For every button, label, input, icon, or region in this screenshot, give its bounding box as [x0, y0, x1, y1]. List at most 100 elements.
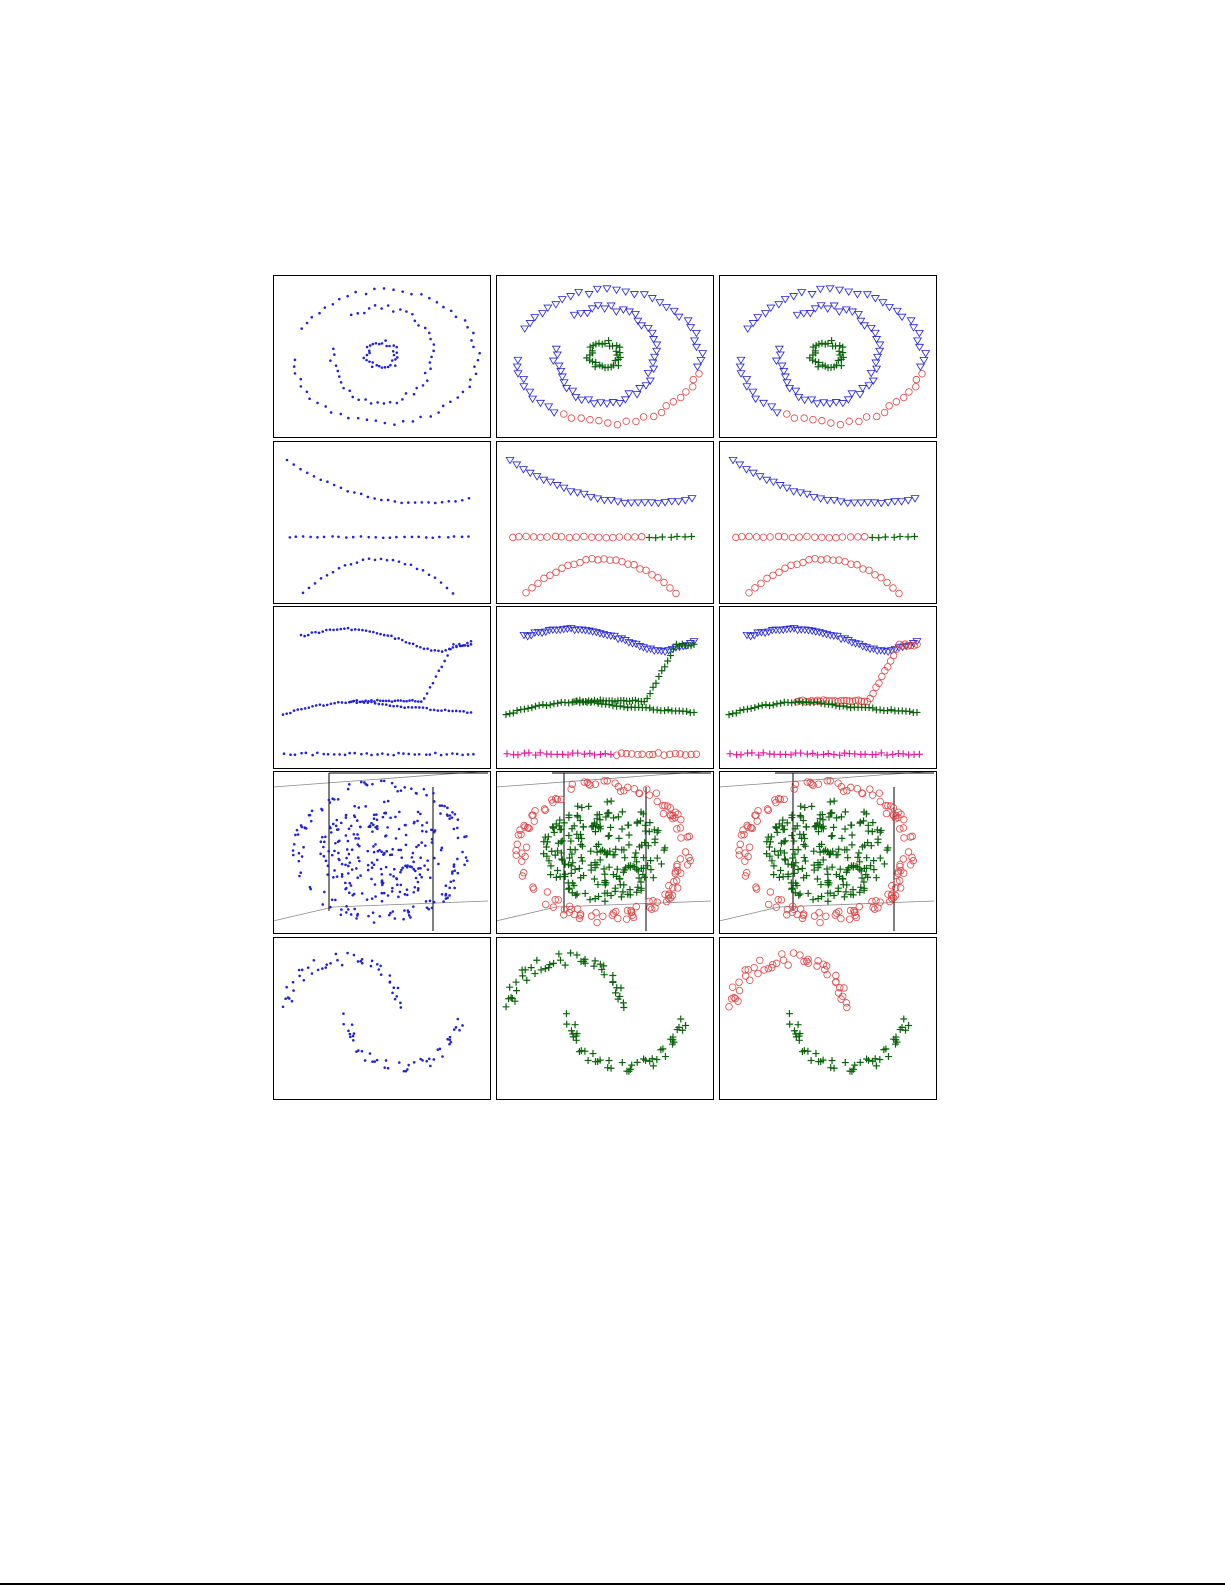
point-circle — [522, 589, 530, 597]
point-dot — [329, 359, 332, 362]
point-plus — [811, 823, 819, 831]
point-tri — [680, 497, 690, 505]
point-circle — [557, 533, 566, 541]
point-dot — [365, 353, 369, 357]
point-dot — [339, 381, 343, 384]
point-plus — [601, 339, 609, 347]
point-dot — [322, 752, 326, 756]
point-dot — [316, 536, 319, 539]
point-dot — [337, 535, 340, 539]
point-circle — [790, 785, 798, 793]
point-dot — [306, 633, 310, 637]
point-circle — [818, 533, 826, 542]
point-plus — [574, 802, 582, 810]
point-plus — [652, 534, 660, 542]
point-tri — [589, 400, 599, 408]
point-circle — [852, 913, 861, 922]
point-dot — [343, 563, 347, 567]
point-plus — [603, 849, 611, 857]
point-circle — [821, 965, 829, 974]
point-plus — [771, 847, 779, 855]
point-dot — [382, 800, 386, 804]
point-plus — [573, 951, 581, 959]
point-dot — [444, 648, 447, 652]
point-circle — [549, 798, 557, 807]
point-dot — [309, 535, 312, 539]
point-tri — [648, 359, 658, 367]
point-circle — [772, 959, 781, 968]
point-circle — [669, 811, 677, 820]
point-plus — [792, 859, 800, 867]
point-circle — [777, 896, 786, 904]
point-dot — [333, 869, 336, 872]
point-dot — [319, 478, 323, 482]
point-circle — [515, 533, 523, 541]
point-plus — [841, 808, 849, 816]
point-dot — [432, 800, 436, 803]
point-dot — [408, 699, 411, 702]
point-dot — [299, 377, 303, 381]
point-dot — [373, 558, 377, 562]
point-dot — [344, 834, 348, 837]
point-dot — [419, 856, 422, 859]
point-dot — [466, 641, 469, 645]
point-plus — [620, 881, 628, 889]
point-circle — [908, 853, 916, 862]
point-dot — [404, 833, 408, 837]
point-dot — [423, 864, 426, 867]
point-circle — [904, 848, 913, 856]
point-tri — [792, 311, 802, 320]
point-tri — [823, 305, 833, 313]
point-dot — [357, 628, 361, 631]
point-dot — [391, 310, 395, 313]
point-tri — [766, 304, 776, 313]
point-plus — [856, 1058, 864, 1066]
point-plus — [855, 849, 863, 857]
point-plus — [791, 698, 799, 706]
point-dot — [356, 914, 359, 917]
point-circle — [509, 533, 517, 542]
point-circle — [522, 532, 530, 541]
point-dot — [394, 815, 397, 819]
point-dot — [381, 702, 384, 706]
point-dot — [326, 864, 330, 868]
point-plus — [670, 645, 678, 653]
point-plus — [794, 846, 802, 854]
point-plus — [839, 702, 847, 710]
point-dot — [408, 641, 411, 645]
point-dot — [442, 305, 445, 309]
point-dot — [425, 692, 429, 695]
point-tri — [825, 285, 835, 293]
point-plus — [614, 813, 622, 821]
point-dot — [352, 892, 356, 896]
point-dot — [461, 1024, 464, 1027]
point-circle — [588, 554, 596, 563]
point-tri — [548, 357, 558, 366]
point-circle — [869, 903, 877, 912]
point-circle — [592, 908, 600, 917]
point-dot — [305, 321, 309, 325]
point-dot — [307, 813, 311, 817]
point-dot — [284, 997, 287, 1001]
point-dot — [384, 834, 388, 837]
point-plus — [857, 883, 865, 891]
point-plus — [561, 961, 569, 969]
point-dot — [321, 903, 325, 906]
point-plus — [770, 750, 778, 758]
point-dot — [403, 893, 407, 896]
point-tri — [638, 644, 648, 652]
point-dot — [403, 562, 407, 566]
point-dot — [386, 304, 390, 307]
point-dot — [429, 415, 433, 418]
point-dot — [382, 891, 386, 895]
point-dot — [420, 875, 423, 879]
point-circle — [892, 398, 901, 406]
point-plus — [843, 881, 851, 889]
point-tri — [772, 409, 782, 417]
point-circle — [871, 905, 879, 913]
point-circle — [629, 913, 638, 922]
point-dot — [360, 961, 364, 965]
point-dot — [455, 644, 458, 648]
point-plus — [591, 751, 599, 759]
point-tri — [629, 291, 639, 299]
